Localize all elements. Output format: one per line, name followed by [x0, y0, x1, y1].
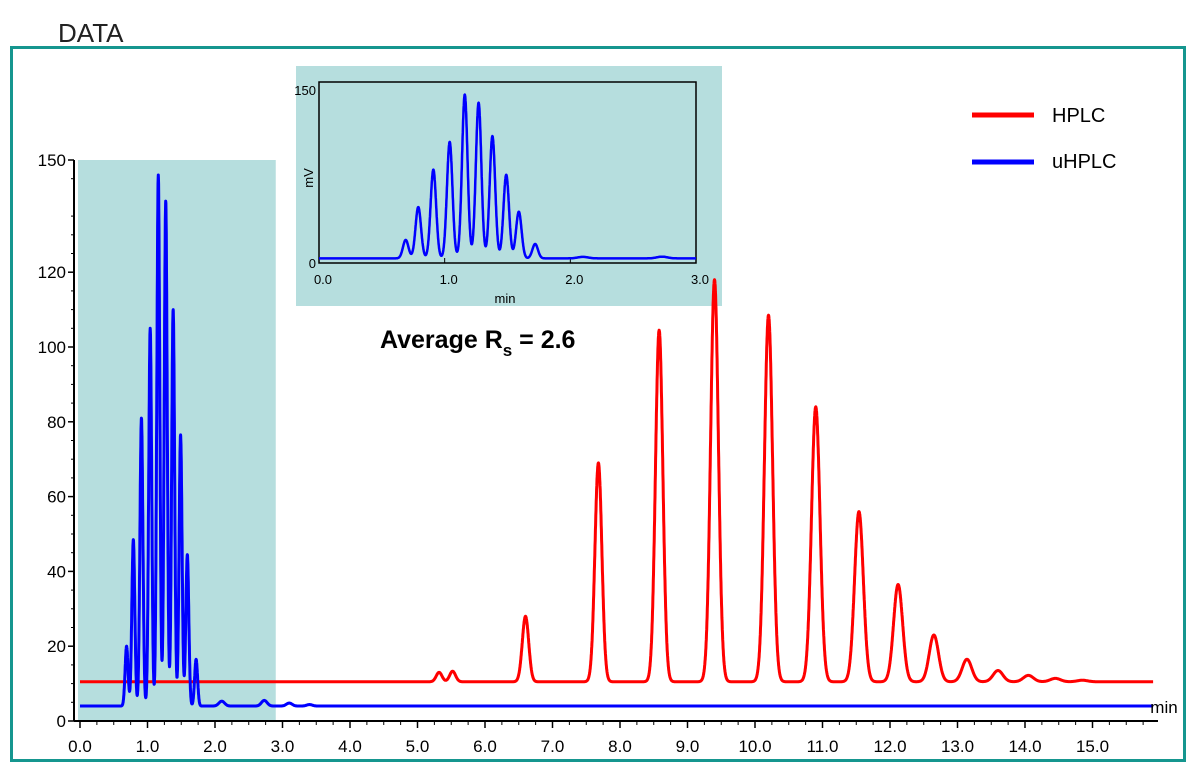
inset-series-line-uhplc — [317, 93, 698, 260]
y-tick-label: 80 — [47, 413, 66, 432]
x-tick-label: 13.0 — [941, 737, 974, 756]
y-tick-label: 150 — [38, 151, 66, 170]
inset-x-tick-label: 1.0 — [440, 272, 458, 287]
inset-x-tick-label: 3.0 — [691, 272, 709, 287]
legend-label-uhplc: uHPLC — [1052, 151, 1116, 173]
inset-x-axis-label: min — [495, 291, 516, 306]
inset-axes: 0.0 1.0 2.0 3.0 0 150 — [294, 83, 709, 287]
y-tick-label: 40 — [47, 562, 66, 581]
x-axis-unit-label: min — [1150, 698, 1177, 717]
series-line-hplc — [78, 278, 1155, 684]
y-tick-label: 20 — [47, 637, 66, 656]
x-tick-label: 6.0 — [473, 737, 497, 756]
x-tick-label: 3.0 — [271, 737, 295, 756]
annotation-text: Average R — [380, 326, 503, 354]
y-tick-label: 120 — [38, 263, 66, 282]
x-tick-label: 12.0 — [873, 737, 906, 756]
x-tick-label: 14.0 — [1008, 737, 1041, 756]
x-tick-label: 15.0 — [1076, 737, 1109, 756]
inset-y-axis-label: mV — [301, 168, 316, 188]
x-tick-label: 7.0 — [541, 737, 565, 756]
inset-y-tick-label: 150 — [294, 83, 316, 98]
x-tick-label: 2.0 — [203, 737, 227, 756]
x-tick-label: 8.0 — [608, 737, 632, 756]
x-tick-label: 0.0 — [68, 737, 92, 756]
x-tick-label: 9.0 — [676, 737, 700, 756]
annotation-suffix: = 2.6 — [512, 326, 575, 354]
resolution-annotation: Average Rs = 2.6 — [380, 326, 575, 360]
x-tick-label: 1.0 — [136, 737, 160, 756]
annotation-subscript: s — [503, 341, 512, 360]
x-tick-label: 10.0 — [738, 737, 771, 756]
x-tick-label: 4.0 — [338, 737, 362, 756]
inset-x-tick-label: 0.0 — [314, 272, 332, 287]
header-label: DATA — [58, 18, 124, 48]
legend: HPLC uHPLC — [972, 105, 1116, 173]
x-tick-label: 5.0 — [406, 737, 430, 756]
y-tick-label: 100 — [38, 338, 66, 357]
inset-plot-area — [318, 81, 697, 264]
inset-x-tick-label: 2.0 — [565, 272, 583, 287]
main-axes-ticks: 0.0 1.0 2.0 3.0 4.0 5.0 6.0 7.0 8.0 9.0 10.0 11.0 12… — [38, 151, 1144, 756]
legend-label-hplc: HPLC — [1052, 105, 1105, 127]
inset-y-tick-label: 0 — [309, 256, 316, 271]
series-line-uhplc — [78, 173, 1155, 708]
y-tick-label: 0 — [57, 712, 66, 731]
y-tick-label: 60 — [47, 488, 66, 507]
x-tick-label: 11.0 — [807, 737, 839, 756]
